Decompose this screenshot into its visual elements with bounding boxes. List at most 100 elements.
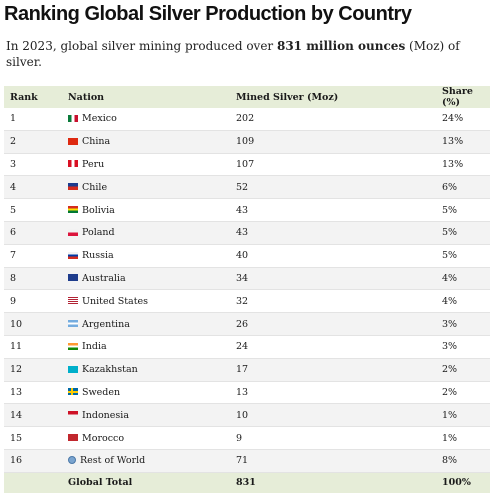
rank-cell: 7	[4, 244, 68, 268]
chile-flag-icon	[68, 183, 78, 191]
indonesia-flag-icon	[68, 411, 78, 419]
peru-flag-icon	[68, 160, 78, 168]
nation-name: Kazakhstan	[82, 364, 138, 376]
nation-name: Russia	[82, 250, 114, 262]
share-cell: 5%	[442, 221, 490, 245]
table-row: 12 Kazakhstan 17 2%	[4, 358, 490, 382]
china-flag-icon	[68, 137, 78, 145]
share-cell: 3%	[442, 312, 490, 336]
nation-cell: Mexico	[68, 108, 236, 131]
share-cell: 6%	[442, 175, 490, 200]
table-row: 14 Indonesia 10 1%	[4, 403, 490, 428]
mined-silver-cell: 32	[236, 289, 442, 314]
page-title: Ranking Global Silver Production by Coun…	[4, 3, 412, 25]
poland-flag-icon	[68, 228, 78, 236]
nation-name: Peru	[82, 158, 105, 170]
table-row: 10 Argentina 26 3%	[4, 312, 490, 336]
kazakhstan-flag-icon	[68, 365, 78, 373]
nation-name: Argentina	[82, 318, 130, 330]
rank-cell: 15	[4, 426, 68, 450]
nation-name: Indonesia	[82, 409, 129, 421]
share-cell: 5%	[442, 198, 490, 222]
table-row: 11 India 24 3%	[4, 335, 490, 359]
share-cell: 2%	[442, 381, 490, 405]
mined-silver-cell: 13	[236, 381, 442, 405]
world-flag-icon	[68, 455, 76, 464]
intro-text-end: (Moz) of silver.	[6, 39, 460, 69]
nation-name: Bolivia	[82, 204, 115, 216]
india-flag-icon	[68, 342, 78, 350]
total-moz: 831	[236, 472, 442, 493]
nation-cell: India	[68, 335, 236, 359]
mined-silver-cell: 43	[236, 221, 442, 245]
rank-cell: 3	[4, 153, 68, 177]
nation-cell: Chile	[68, 175, 236, 200]
nation-name: Morocco	[82, 432, 125, 444]
mined-silver-cell: 9	[236, 426, 442, 450]
nation-name: Mexico	[82, 113, 117, 125]
table-row: 5 Bolivia 43 5%	[4, 198, 490, 222]
rank-cell: 8	[4, 267, 68, 291]
table-row: 7 Russia 40 5%	[4, 244, 490, 268]
header-nation: Nation	[68, 86, 236, 108]
nation-cell: Morocco	[68, 426, 236, 450]
table-row: 3 Peru 107 13%	[4, 153, 490, 177]
table-row: 4 Chile 52 6%	[4, 175, 490, 200]
nation-name: India	[82, 341, 107, 353]
share-cell: 1%	[442, 426, 490, 450]
total-rank-cell	[4, 472, 68, 493]
nation-cell: Poland	[68, 221, 236, 245]
nation-cell: Argentina	[68, 312, 236, 336]
australia-flag-icon	[68, 274, 78, 282]
sweden-flag-icon	[68, 388, 78, 396]
rank-cell: 12	[4, 358, 68, 382]
table-row: 1 Mexico 202 24%	[4, 108, 490, 131]
mined-silver-cell: 202	[236, 108, 442, 131]
nation-cell: Australia	[68, 267, 236, 291]
nation-cell: Sweden	[68, 381, 236, 405]
mined-silver-cell: 107	[236, 153, 442, 177]
table-body: 1 Mexico 202 24% 2 China 109 13% 3 Peru 107 13% 4 Chi…	[4, 108, 490, 473]
rank-cell: 13	[4, 381, 68, 405]
table-row: 15 Morocco 9 1%	[4, 426, 490, 450]
mined-silver-cell: 24	[236, 335, 442, 359]
nation-name: United States	[82, 295, 149, 307]
nation-name: Poland	[82, 227, 115, 239]
mined-silver-cell: 17	[236, 358, 442, 382]
share-cell: 4%	[442, 289, 490, 314]
share-cell: 2%	[442, 358, 490, 382]
share-cell: 8%	[442, 449, 490, 473]
total-share: 100%	[442, 472, 490, 493]
header-rank: Rank	[4, 86, 68, 108]
rank-cell: 2	[4, 130, 68, 154]
mined-silver-cell: 43	[236, 198, 442, 222]
nation-cell: Russia	[68, 244, 236, 268]
share-cell: 13%	[442, 153, 490, 177]
share-cell: 24%	[442, 108, 490, 131]
table-row: 16 Rest of World 71 8%	[4, 449, 490, 473]
nation-cell: Indonesia	[68, 403, 236, 428]
rank-cell: 14	[4, 403, 68, 428]
nation-name: Sweden	[82, 386, 121, 398]
mined-silver-cell: 40	[236, 244, 442, 268]
morocco-flag-icon	[68, 434, 78, 442]
nation-name: Australia	[82, 272, 126, 284]
intro-paragraph: In 2023, global silver mining produced o…	[6, 38, 486, 70]
usa-flag-icon	[68, 297, 78, 305]
rank-cell: 4	[4, 175, 68, 200]
intro-text-start: In 2023, global silver mining produced o…	[6, 39, 277, 53]
nation-name: China	[82, 136, 111, 148]
share-cell: 3%	[442, 335, 490, 359]
nation-cell: Bolivia	[68, 198, 236, 222]
argentina-flag-icon	[68, 320, 78, 328]
table-row: 2 China 109 13%	[4, 130, 490, 154]
table-row: 6 Poland 43 5%	[4, 221, 490, 245]
mined-silver-cell: 71	[236, 449, 442, 473]
table-row: 8 Australia 34 4%	[4, 267, 490, 291]
nation-cell: Rest of World	[68, 449, 236, 473]
share-cell: 5%	[442, 244, 490, 268]
nation-name: Rest of World	[80, 455, 146, 467]
rank-cell: 9	[4, 289, 68, 314]
share-cell: 1%	[442, 403, 490, 428]
